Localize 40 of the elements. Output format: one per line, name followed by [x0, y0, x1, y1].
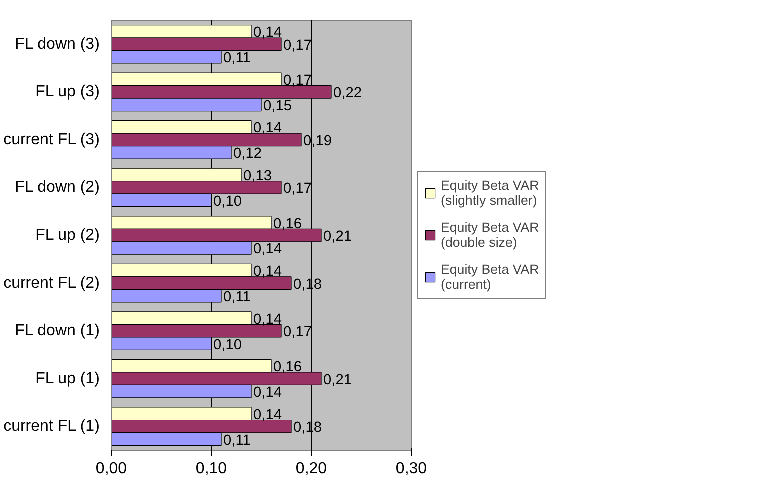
data-label: 0,22: [334, 86, 362, 102]
data-label: 0,10: [214, 194, 242, 210]
x-tick-label: 0,00: [96, 460, 128, 478]
data-label: 0,11: [224, 432, 251, 449]
x-tick-label: 0,20: [296, 460, 328, 478]
data-label: 0,12: [234, 146, 262, 162]
y-tick-label: FL up (1): [36, 370, 100, 388]
data-label: 0,21: [324, 229, 352, 245]
data-label: 0,13: [244, 168, 272, 184]
data-label: 0,11: [224, 50, 251, 67]
data-label: 0,16: [274, 360, 302, 376]
y-tick-label: current FL (3): [4, 131, 100, 148]
x-tick-label: 0,30: [396, 460, 428, 478]
data-label: 0,17: [284, 181, 312, 198]
data-label: 0,14: [254, 25, 282, 42]
data-label: 0,14: [254, 242, 282, 258]
y-tick-label: FL down (3): [15, 36, 100, 53]
y-tick-label: FL down (2): [15, 179, 100, 196]
y-tick-label: FL up (2): [36, 227, 100, 244]
data-label: 0,14: [254, 264, 282, 280]
y-tick-label: FL down (1): [15, 322, 100, 340]
data-label: 0,16: [274, 216, 302, 232]
x-tick-label: 0,10: [196, 460, 228, 478]
y-tick-label: current FL (1): [4, 418, 100, 436]
data-label: 0,17: [284, 72, 312, 89]
data-label: 0,17: [284, 38, 312, 54]
data-label: 0,21: [324, 372, 352, 388]
data-label: 0,14: [254, 385, 282, 402]
data-label: 0,14: [254, 312, 282, 328]
data-label: 0,11: [224, 290, 251, 306]
legend-label: Equity Beta VAR (slightly smaller): [441, 178, 540, 208]
legend-label: Equity Beta VAR (double size): [441, 220, 540, 250]
data-label: 0,17: [284, 324, 312, 341]
y-tick-label: current FL (2): [4, 274, 100, 292]
data-label: 0,14: [254, 407, 282, 424]
data-label: 0,15: [264, 98, 292, 114]
legend-label: Equity Beta VAR (current): [441, 262, 540, 292]
data-label: 0,10: [214, 337, 242, 354]
y-tick-label: FL up (3): [36, 84, 100, 101]
data-label: 0,14: [254, 120, 282, 137]
